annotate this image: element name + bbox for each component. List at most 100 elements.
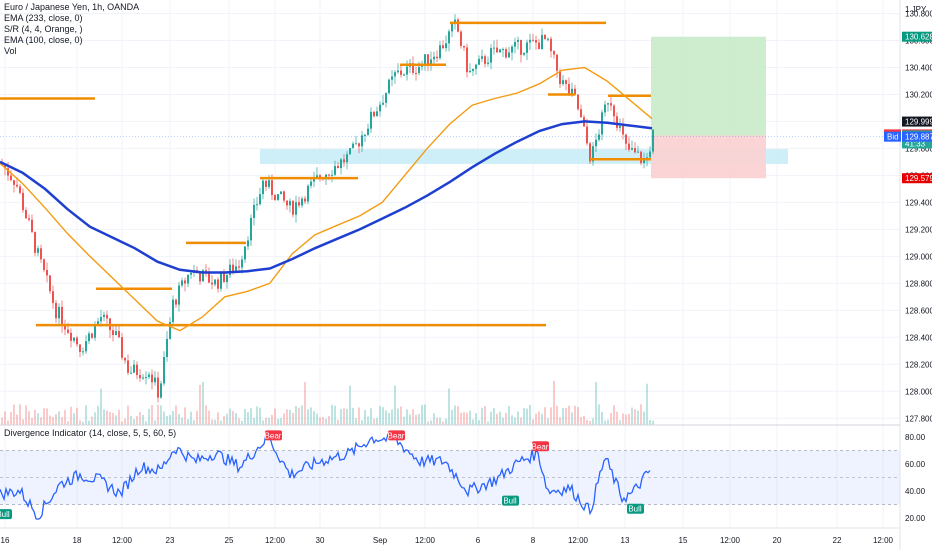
volume-bar: [538, 411, 540, 425]
candle-body: [19, 186, 21, 193]
volume-bar: [391, 409, 393, 425]
volume-bar: [586, 420, 588, 425]
volume-bar: [244, 408, 246, 425]
candle-body: [430, 59, 432, 65]
stop-loss-zone[interactable]: [651, 135, 766, 179]
volume-bar: [196, 410, 198, 425]
candle-body: [106, 314, 108, 319]
volume-bar: [214, 419, 216, 425]
volume-bar: [199, 384, 201, 425]
candle-body: [586, 126, 588, 144]
volume-bar: [16, 414, 18, 425]
volume-bar: [247, 412, 249, 425]
candle-body: [244, 246, 246, 260]
price-tag: [902, 131, 932, 142]
volume-bar: [97, 405, 99, 425]
volume-bar: [424, 404, 426, 425]
volume-bar: [649, 420, 651, 425]
time-axis[interactable]: 16 18 12:00 23 25 12:00 30 Sep 12:00 6 8 12:00 13 15 1…: [1, 536, 894, 545]
time-tick-label: 23: [166, 536, 175, 545]
candle-body: [604, 104, 606, 113]
candle-body: [388, 79, 390, 94]
volume-bar: [367, 416, 369, 425]
volume-bar: [22, 419, 24, 425]
volume-bar: [454, 405, 456, 425]
volume-bar: [148, 408, 150, 425]
candle-body: [79, 344, 81, 353]
volume-bar: [544, 407, 546, 425]
candle-body: [211, 282, 213, 285]
candle-body: [184, 280, 186, 284]
volume-bar: [79, 420, 81, 425]
volume-bar: [583, 415, 585, 425]
symbol-title[interactable]: Euro / Japanese Yen, 1h, OANDA: [4, 2, 140, 12]
volume-bar: [253, 417, 255, 425]
candle-body: [640, 151, 642, 164]
volume-bar: [187, 419, 189, 425]
candle-body: [229, 264, 231, 276]
price-tick-label: 129.400: [905, 198, 932, 207]
time-tick-label: 12:00: [873, 536, 894, 545]
candle-body: [634, 147, 636, 153]
volume-bar: [262, 420, 264, 425]
candle-body: [625, 134, 627, 144]
volume-bar: [448, 388, 450, 425]
legend-ema-233[interactable]: EMA (233, close, 0): [4, 13, 83, 23]
divergence-tag: [627, 503, 644, 514]
volume-bars: [1, 380, 654, 425]
volume-bar: [478, 420, 480, 425]
candle-body: [364, 134, 366, 136]
candle-body: [394, 72, 396, 77]
rsi-axis[interactable]: 80.00 60.00 40.00 20.00: [905, 433, 926, 523]
volume-bar: [46, 408, 48, 425]
volume-bar: [433, 413, 435, 425]
candle-body: [256, 204, 258, 206]
price-tick-label: 128.200: [905, 360, 932, 369]
price-tag-label: 129.887: [905, 133, 932, 142]
candle-body: [313, 177, 315, 182]
candle-body: [559, 70, 561, 85]
candle-body: [517, 39, 519, 42]
candle-body: [418, 66, 420, 74]
take-profit-zone[interactable]: [651, 36, 766, 136]
candle-body: [565, 80, 567, 84]
candle-body: [607, 103, 609, 105]
price-tag-prefix-label: Bid: [887, 133, 899, 142]
candle-body: [157, 377, 159, 398]
volume-bar: [559, 417, 561, 425]
volume-bar: [337, 419, 339, 425]
volume-bar: [550, 407, 552, 425]
candle-body: [454, 19, 456, 24]
candle-body: [442, 45, 444, 49]
divergence-tag-label: Bull: [0, 510, 10, 519]
candle-body: [190, 272, 192, 275]
legend-volume[interactable]: Vol: [4, 46, 17, 56]
candle-body: [547, 38, 549, 40]
divergence-tag: [532, 441, 549, 452]
legend-ema-100[interactable]: EMA (100, close, 0): [4, 35, 83, 45]
candle-body: [379, 104, 381, 112]
volume-bar: [313, 411, 315, 425]
volume-bar: [4, 411, 6, 425]
time-tick-label: 18: [73, 536, 82, 545]
candle-body: [424, 54, 426, 65]
oscillator-title[interactable]: Divergence Indicator (14, close, 5, 5, 6…: [4, 428, 177, 438]
candle-body: [124, 357, 126, 361]
candle-body: [25, 210, 27, 219]
price-tick-label: 127.800: [905, 414, 932, 423]
candle-body: [376, 111, 378, 117]
volume-bar: [319, 417, 321, 425]
divergence-tag: [0, 509, 12, 520]
price-axis[interactable]: 130.800130.600130.400130.200130.000129.8…: [905, 9, 932, 423]
candle-body: [274, 195, 276, 201]
candle-body: [496, 47, 498, 53]
candle-body: [208, 272, 210, 283]
divergence-tag-label: Bear: [265, 431, 282, 440]
volume-bar: [439, 417, 441, 425]
legend-sr[interactable]: S/R (4, 4, Orange, ): [4, 24, 83, 34]
candle-body: [259, 194, 261, 205]
volume-bar: [388, 412, 390, 425]
candle-body: [232, 264, 234, 273]
volume-bar: [415, 414, 417, 425]
